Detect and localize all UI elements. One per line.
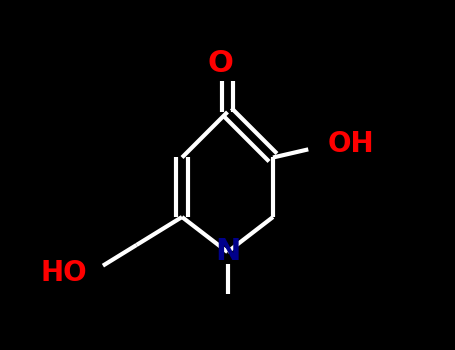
- Text: OH: OH: [327, 130, 374, 158]
- Text: N: N: [215, 238, 240, 266]
- Text: HO: HO: [41, 259, 87, 287]
- Text: O: O: [207, 49, 233, 77]
